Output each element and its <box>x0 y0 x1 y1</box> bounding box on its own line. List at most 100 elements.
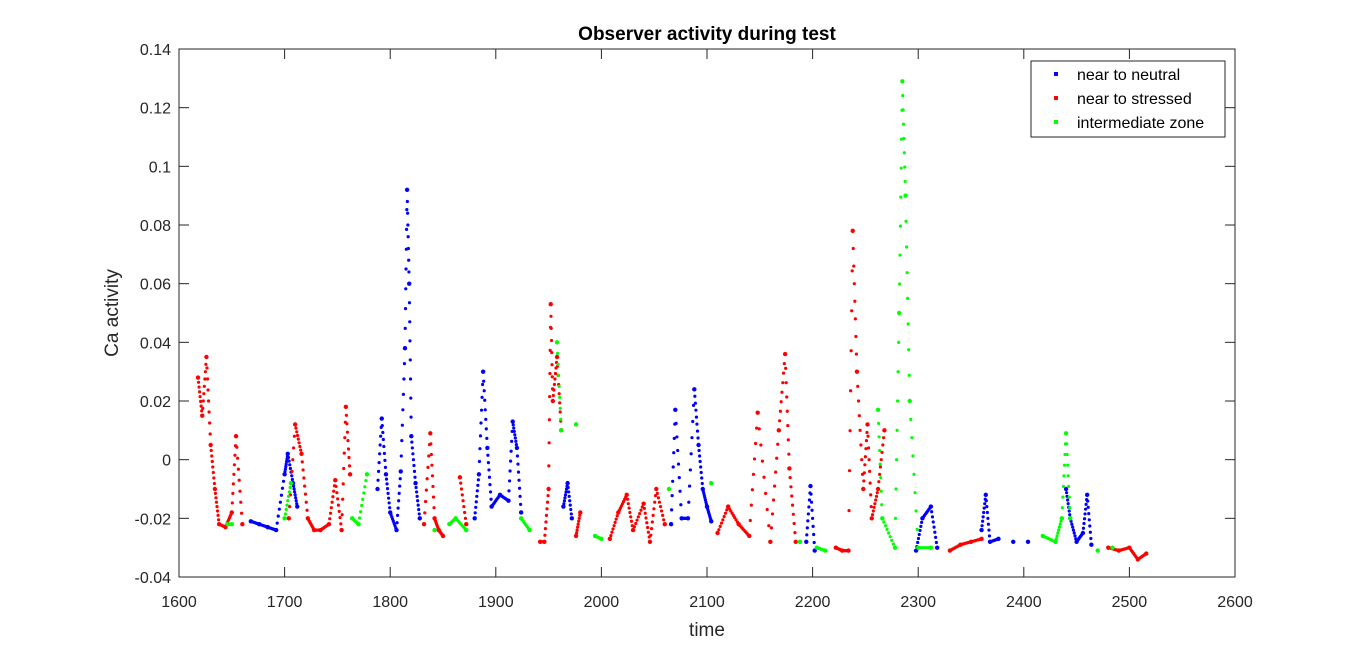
trace-dot <box>290 474 294 478</box>
trace-dot <box>765 507 769 512</box>
trace-dot <box>644 516 648 520</box>
trace-dot <box>785 409 789 413</box>
trace-dot <box>615 514 619 518</box>
trace-dot <box>934 535 938 540</box>
trace-dot <box>378 452 382 456</box>
data-point <box>542 539 547 544</box>
trace-dot <box>987 528 991 532</box>
trace-dot <box>693 394 697 398</box>
y-tick-label: 0.14 <box>140 42 171 59</box>
trace-dot <box>377 461 381 465</box>
chart-title: Observer activity during test <box>578 24 836 45</box>
trace-dot <box>328 511 333 515</box>
trace-dot <box>1070 522 1074 526</box>
trace-dot <box>809 492 813 496</box>
trace-dot <box>381 430 385 435</box>
trace-dot <box>423 511 427 515</box>
trace-dot <box>210 459 214 464</box>
trace-dot <box>543 527 548 531</box>
data-point <box>282 516 287 521</box>
trace-dot <box>866 446 871 450</box>
trace-dot <box>903 179 907 183</box>
trace-dot <box>207 410 211 414</box>
trace-dot <box>568 499 572 503</box>
trace-dot <box>1061 495 1065 499</box>
trace-dot <box>305 508 309 512</box>
trace-dot <box>762 475 766 479</box>
trace-dot <box>642 506 647 511</box>
data-point <box>846 548 851 553</box>
trace-dot <box>291 484 296 488</box>
data-point <box>907 398 912 404</box>
data-point <box>1011 539 1016 544</box>
trace-dot <box>909 417 913 421</box>
trace-dot <box>543 533 547 537</box>
data-point <box>900 79 905 84</box>
data-point <box>747 533 752 539</box>
trace-dot <box>408 339 412 343</box>
trace-dot <box>211 470 215 475</box>
data-point <box>607 536 613 542</box>
trace-dot <box>857 414 861 418</box>
trace-dot <box>811 516 815 520</box>
trace-dot <box>901 108 905 112</box>
trace-dot <box>412 469 417 473</box>
trace-dot <box>414 485 418 490</box>
trace-dot <box>552 388 556 392</box>
trace-dot <box>786 423 790 428</box>
trace-dot <box>879 489 883 493</box>
data-point <box>1080 530 1086 536</box>
trace-dot <box>376 478 380 482</box>
trace-dot <box>473 511 477 515</box>
trace-dot <box>864 447 868 451</box>
trace-dot <box>779 400 783 404</box>
data-point <box>875 486 881 492</box>
trace-dot <box>671 465 675 469</box>
trace-dot <box>635 518 639 522</box>
trace-dot <box>785 395 789 399</box>
trace-dot <box>291 446 296 450</box>
trace-dot <box>675 435 679 439</box>
data-point <box>565 480 570 486</box>
trace-dot <box>342 466 346 471</box>
trace-dot <box>670 508 674 512</box>
trace-dot <box>408 320 412 324</box>
data-point <box>573 422 579 427</box>
trace-dot <box>329 506 333 510</box>
data-point <box>1025 539 1031 544</box>
trace-dot <box>284 459 289 464</box>
trace-dot <box>611 527 615 531</box>
trace-dot <box>567 494 571 498</box>
trace-dot <box>806 519 810 523</box>
trace-dot <box>544 513 549 518</box>
trace-dot <box>549 326 553 330</box>
data-point <box>865 422 870 427</box>
trace-dot <box>416 499 420 503</box>
trace-dot <box>753 441 758 446</box>
trace-dot <box>1087 511 1091 516</box>
trace-dot <box>918 528 922 533</box>
data-point <box>979 527 984 533</box>
trace-dot <box>295 430 299 434</box>
trace-dot <box>197 385 201 389</box>
trace-dot <box>878 472 882 476</box>
x-tick-label: 1700 <box>267 594 303 611</box>
trace-dot <box>894 458 899 462</box>
trace-dot <box>197 390 202 394</box>
trace-dot <box>636 515 640 519</box>
trace-dot <box>482 389 486 393</box>
trace-dot <box>792 521 796 526</box>
trace-dot <box>547 441 551 445</box>
data-point <box>510 419 515 424</box>
trace-dot <box>553 371 558 376</box>
trace-dot <box>395 521 399 525</box>
data-point <box>1095 548 1100 553</box>
trace-dot <box>404 227 409 231</box>
data-point <box>854 369 860 374</box>
trace-dot <box>430 474 435 478</box>
trace-dot <box>546 494 550 498</box>
trace-dot <box>330 500 334 504</box>
data-point <box>233 434 239 439</box>
trace-dot <box>904 219 908 223</box>
trace-dot <box>405 199 409 204</box>
